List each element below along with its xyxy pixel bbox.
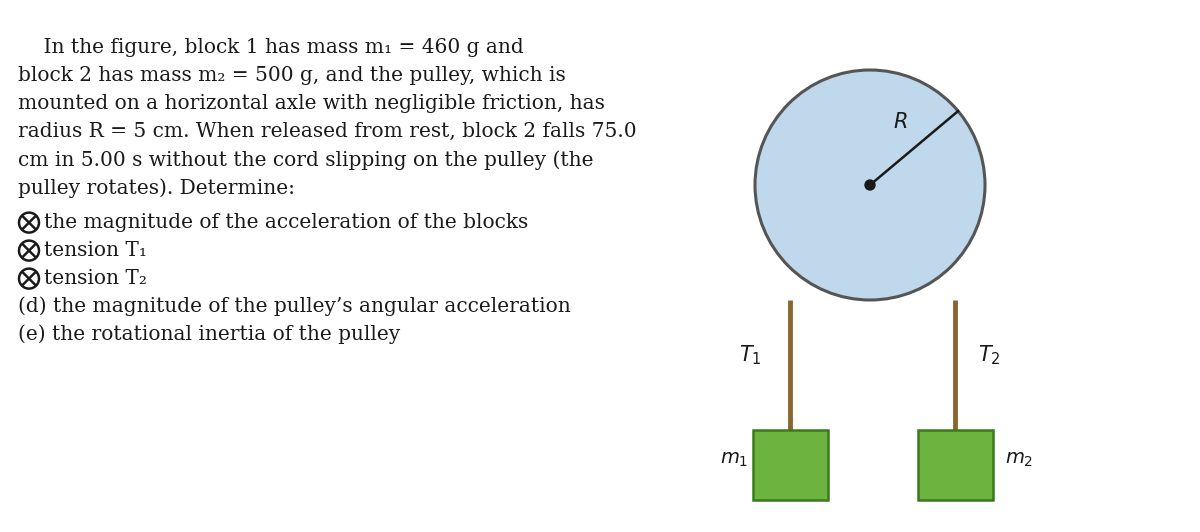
- Text: $T_2$: $T_2$: [978, 343, 1001, 367]
- Text: $m_1$: $m_1$: [720, 451, 748, 469]
- Text: pulley rotates). Determine:: pulley rotates). Determine:: [18, 178, 295, 198]
- Text: (d) the magnitude of the pulley’s angular acceleration: (d) the magnitude of the pulley’s angula…: [18, 297, 571, 317]
- Text: the magnitude of the acceleration of the blocks: the magnitude of the acceleration of the…: [44, 213, 528, 232]
- Text: (e) the rotational inertia of the pulley: (e) the rotational inertia of the pulley: [18, 325, 401, 344]
- Text: mounted on a horizontal axle with negligible friction, has: mounted on a horizontal axle with neglig…: [18, 94, 605, 113]
- Text: $T_1$: $T_1$: [739, 343, 762, 367]
- Text: tension T₂: tension T₂: [44, 269, 146, 288]
- Text: radius R = 5 cm. When released from rest, block 2 falls 75.0: radius R = 5 cm. When released from rest…: [18, 122, 637, 141]
- Text: cm in 5.00 s without the cord slipping on the pulley (the: cm in 5.00 s without the cord slipping o…: [18, 150, 594, 170]
- Bar: [754, 430, 828, 500]
- Text: tension T₁: tension T₁: [44, 241, 148, 260]
- Text: $R$: $R$: [893, 112, 907, 132]
- Text: $m_2$: $m_2$: [1006, 451, 1033, 469]
- Text: block 2 has mass m₂ = 500 g, and the pulley, which is: block 2 has mass m₂ = 500 g, and the pul…: [18, 66, 565, 85]
- Circle shape: [755, 70, 985, 300]
- Bar: [918, 430, 994, 500]
- Text: In the figure, block 1 has mass m₁ = 460 g and: In the figure, block 1 has mass m₁ = 460…: [18, 38, 523, 57]
- Circle shape: [865, 180, 875, 190]
